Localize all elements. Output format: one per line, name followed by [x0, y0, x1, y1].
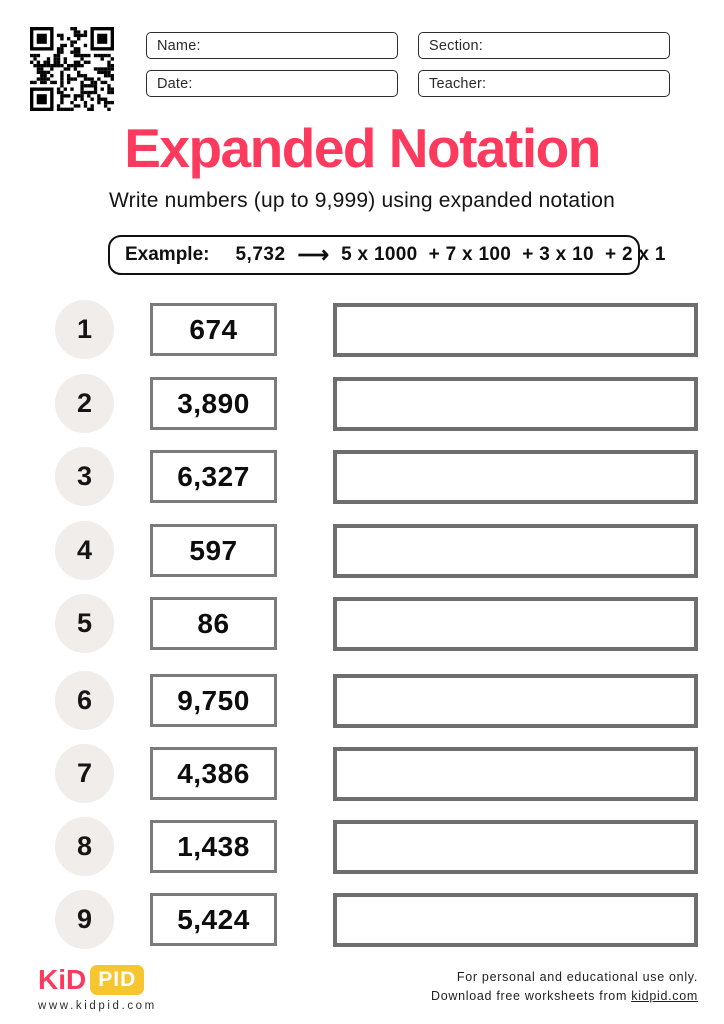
given-number: 4,386: [177, 757, 250, 789]
given-number-box: 597: [150, 524, 277, 577]
section-field: Section:: [418, 32, 670, 59]
problem-row: 4 597: [0, 521, 724, 580]
given-number: 6,327: [177, 460, 250, 492]
teacher-label: Teacher:: [429, 75, 487, 92]
problem-number: 4: [76, 535, 93, 565]
problem-number: 2: [76, 388, 93, 418]
problem-number-badge: 8: [55, 817, 114, 876]
given-number-box: 1,438: [150, 820, 277, 873]
given-number-box: 5,424: [150, 893, 277, 946]
logo-kid-text: KiD: [38, 964, 87, 995]
given-number: 1,438: [177, 830, 250, 862]
answer-box: [333, 893, 698, 947]
given-number: 597: [189, 534, 238, 566]
qr-code: [30, 27, 114, 111]
footer-note: For personal and educational use only. D…: [298, 968, 698, 1006]
logo-url: www.kidpid.com: [38, 1000, 157, 1012]
example-box: Example: 5,732 ⟶ 5 x 1000 + 7 x 100 + 3 …: [108, 235, 665, 275]
problem-number-badge: 4: [55, 521, 114, 580]
problem-row: 1 674: [0, 300, 724, 359]
date-label: Date:: [157, 75, 193, 92]
problem-number: 1: [76, 314, 93, 344]
answer-box: [333, 377, 698, 431]
problem-number-badge: 6: [55, 671, 114, 730]
section-label: Section:: [429, 37, 483, 54]
answer-box: [333, 674, 698, 728]
problem-number: 6: [76, 685, 93, 715]
name-label: Name:: [157, 37, 201, 54]
given-number-box: 6,327: [150, 450, 277, 503]
example-label: Example:: [125, 244, 210, 265]
page-title: Expanded Notation: [124, 117, 601, 179]
footer-note-line2: Download free worksheets from: [431, 988, 632, 1003]
given-number: 3,890: [177, 387, 250, 419]
given-number-box: 4,386: [150, 747, 277, 800]
right-arrow-icon: ⟶: [297, 242, 330, 267]
problem-row: 7 4,386: [0, 744, 724, 803]
given-number-box: 674: [150, 303, 277, 356]
problem-row: 5 86: [0, 594, 724, 653]
problem-row: 3 6,327: [0, 447, 724, 506]
problem-number: 8: [76, 831, 93, 861]
problem-number-badge: 1: [55, 300, 114, 359]
answer-box: [333, 747, 698, 801]
problem-number: 5: [76, 608, 93, 638]
given-number: 674: [189, 313, 238, 345]
answer-box: [333, 597, 698, 651]
problem-row: 6 9,750: [0, 671, 724, 730]
answer-box: [333, 303, 698, 357]
page-subtitle: Write numbers (up to 9,999) using expand…: [109, 189, 615, 212]
given-number-box: 3,890: [150, 377, 277, 430]
example-number: 5,732: [235, 244, 286, 265]
problem-number-badge: 3: [55, 447, 114, 506]
name-field: Name:: [146, 32, 398, 59]
answer-box: [333, 524, 698, 578]
given-number-box: 9,750: [150, 674, 277, 727]
given-number: 5,424: [177, 903, 250, 935]
kidpid-link[interactable]: kidpid.com: [631, 988, 698, 1003]
problem-number-badge: 9: [55, 890, 114, 949]
given-number: 86: [197, 607, 230, 639]
kidpid-logo: KiD PID: [38, 964, 145, 996]
date-field: Date:: [146, 70, 398, 97]
footer-note-line1: For personal and educational use only.: [456, 970, 698, 984]
logo-pid-badge: PID: [90, 965, 145, 995]
problem-row: 9 5,424: [0, 890, 724, 949]
problem-number-badge: 5: [55, 594, 114, 653]
problem-number: 3: [76, 461, 93, 491]
example-expansion: 5 x 1000 + 7 x 100 + 3 x 10 + 2 x 1: [341, 244, 666, 265]
teacher-field: Teacher:: [418, 70, 670, 97]
problem-number-badge: 2: [55, 374, 114, 433]
answer-box: [333, 820, 698, 874]
problem-number: 7: [76, 758, 93, 788]
answer-box: [333, 450, 698, 504]
given-number-box: 86: [150, 597, 277, 650]
problem-number: 9: [76, 904, 93, 934]
problem-row: 2 3,890: [0, 374, 724, 433]
problem-number-badge: 7: [55, 744, 114, 803]
given-number: 9,750: [177, 684, 250, 716]
problem-row: 8 1,438: [0, 817, 724, 876]
